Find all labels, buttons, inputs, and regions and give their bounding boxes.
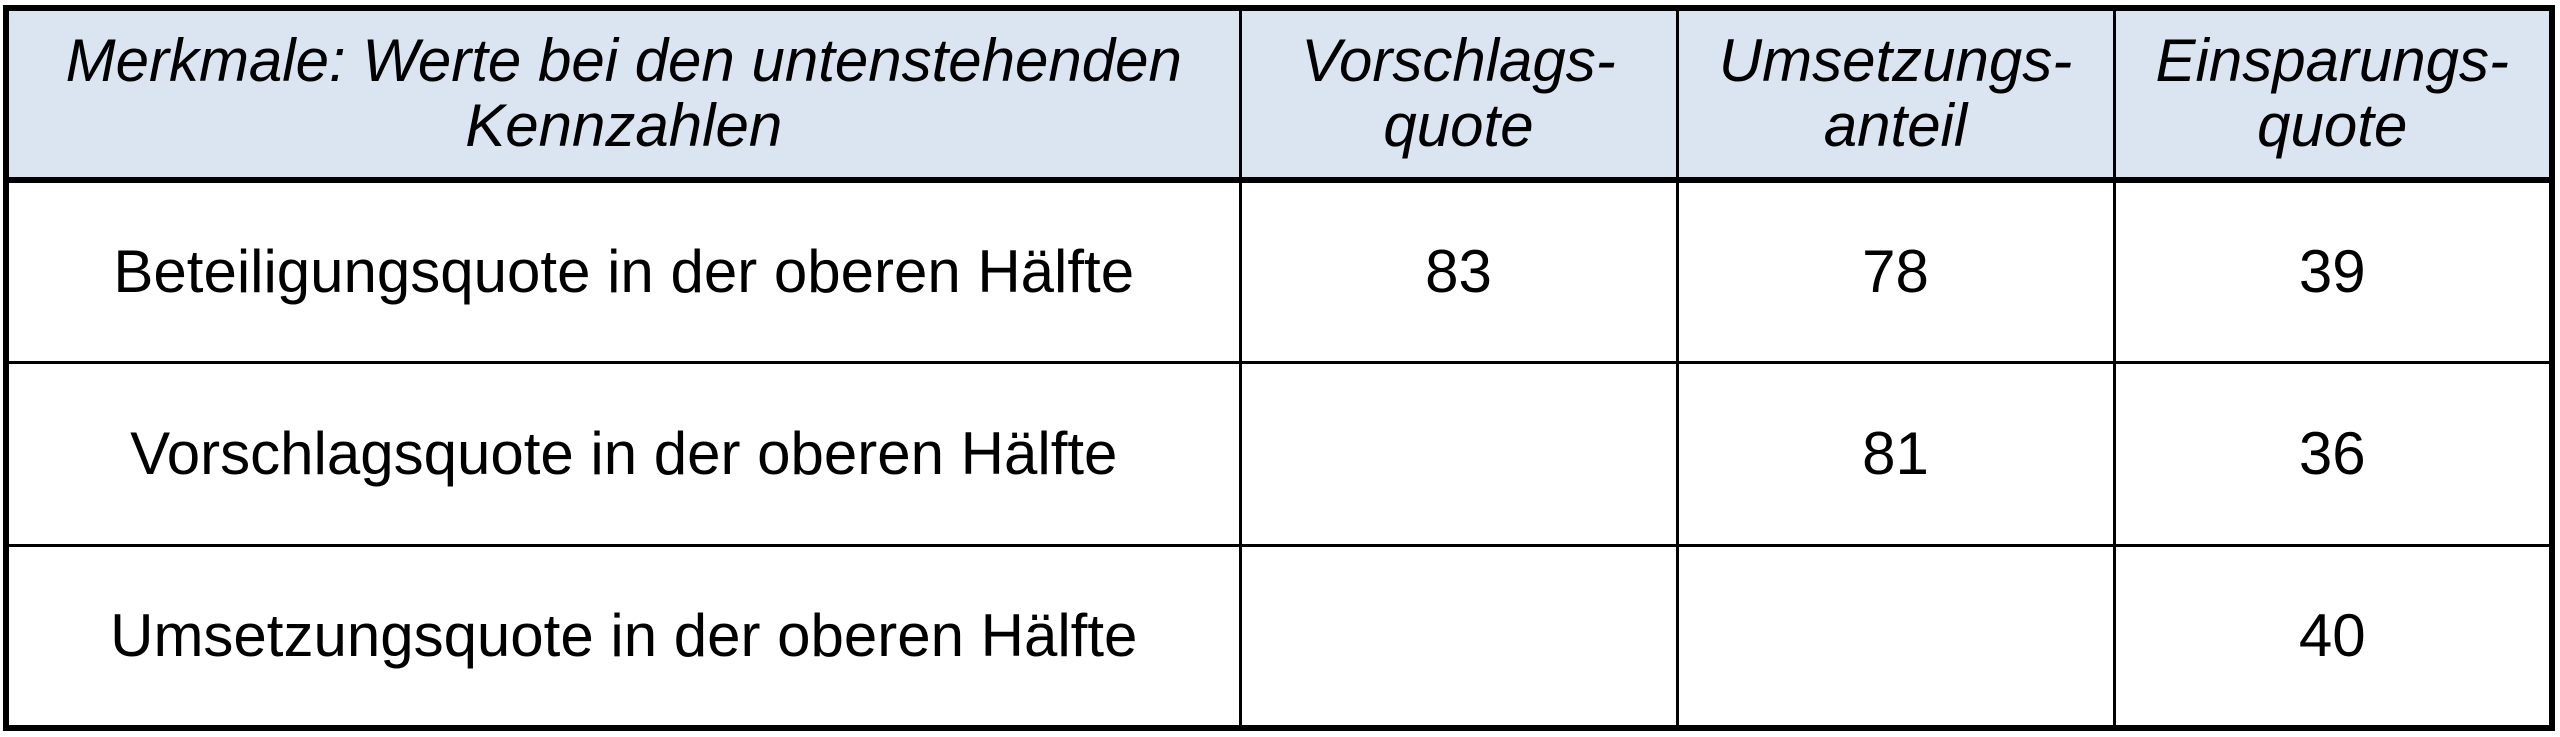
cell-value: 40 xyxy=(2112,543,2554,730)
table-row: Umsetzungsquote in der oberen Hälfte 40 xyxy=(4,543,2554,730)
header-cell-umsetzungsanteil: Umsetzungs- anteil xyxy=(1675,6,2116,183)
row-label-vorschlagsquote: Vorschlagsquote in der oberen Hälfte xyxy=(4,361,1242,547)
cell-value: 83 xyxy=(1238,178,1679,365)
cell-value: 78 xyxy=(1675,178,2116,365)
header-cell-merkmale: Merkmale: Werte bei den untenstehenden K… xyxy=(4,6,1242,183)
cell-value xyxy=(1238,543,1679,730)
table-row: Beteiligungsquote in der oberen Hälfte 8… xyxy=(4,178,2554,365)
header-cell-einsparungsquote: Einsparungs- quote xyxy=(2112,6,2554,183)
cell-value xyxy=(1675,543,2116,730)
header-cell-vorschlagsquote: Vorschlags- quote xyxy=(1238,6,1679,183)
cell-value: 81 xyxy=(1675,361,2116,547)
cell-value xyxy=(1238,361,1679,547)
table-row: Vorschlagsquote in der oberen Hälfte 81 … xyxy=(4,361,2554,547)
row-label-umsetzungsquote: Umsetzungsquote in der oberen Hälfte xyxy=(4,543,1242,730)
row-label-beteiligungsquote: Beteiligungsquote in der oberen Hälfte xyxy=(4,178,1242,365)
kennzahlen-table: Merkmale: Werte bei den untenstehenden K… xyxy=(3,5,2555,731)
cell-value: 36 xyxy=(2112,361,2554,547)
cell-value: 39 xyxy=(2112,178,2554,365)
header-row: Merkmale: Werte bei den untenstehenden K… xyxy=(4,6,2554,183)
